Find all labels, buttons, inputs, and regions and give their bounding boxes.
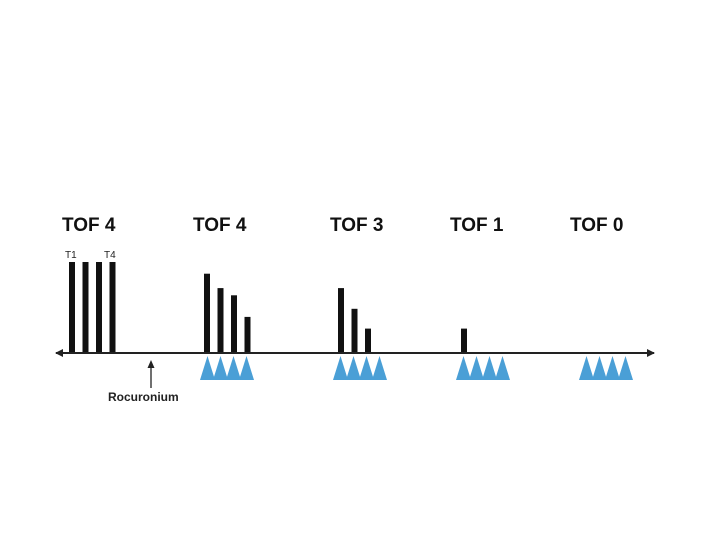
stimulus-triangle-icon (346, 356, 361, 380)
stimulus-triangle-icon (372, 356, 387, 380)
twitch-bar-1-2 (82, 262, 89, 352)
arrow-up-icon (147, 360, 155, 368)
twitch-bar-2-4 (244, 316, 251, 352)
stimulus-triangle-icon (495, 356, 510, 380)
twitch-bar-3-1 (338, 288, 344, 352)
stimulus-triangle-icon (226, 356, 241, 380)
axis-left-end-icon (55, 349, 63, 357)
stimulus-triangle-icon (213, 356, 228, 380)
axis-right-end-icon (647, 349, 655, 357)
group-label-4: TOF 1 (450, 215, 504, 236)
group-label-3: TOF 3 (330, 215, 384, 236)
group-label-1: TOF 4 (62, 215, 116, 236)
stimulus-triangle-icon (333, 356, 348, 380)
drug-label: Rocuronium (108, 390, 179, 404)
stimulus-triangle-icon (592, 356, 607, 380)
twitch-bar-4-1 (461, 328, 467, 352)
twitch-bar-1-1 (69, 262, 75, 352)
twitch-bar-1-3 (96, 262, 102, 352)
twitch-label-first: T1 (65, 250, 77, 261)
twitch-bars (69, 262, 467, 352)
stimulus-triangle-icon (482, 356, 497, 380)
group-label-2: TOF 4 (193, 215, 247, 236)
stimulus-markers (200, 356, 633, 380)
stimulus-triangle-icon (359, 356, 374, 380)
twitch-label-last: T4 (104, 250, 116, 261)
twitch-bar-3-3 (365, 328, 371, 352)
twitch-bar-1-4 (109, 262, 116, 352)
group-label-5: TOF 0 (570, 215, 624, 236)
twitch-bar-3-2 (351, 308, 358, 352)
stimulus-triangle-icon (618, 356, 633, 380)
stimulus-triangle-icon (579, 356, 594, 380)
stimulus-triangle-icon (456, 356, 471, 380)
twitch-bar-2-2 (217, 288, 224, 352)
twitch-bar-2-3 (231, 295, 237, 352)
stimulus-triangle-icon (239, 356, 254, 380)
stimulus-triangle-icon (605, 356, 620, 380)
twitch-bar-2-1 (204, 273, 210, 352)
stimulus-triangle-icon (200, 356, 215, 380)
stimulus-triangle-icon (469, 356, 484, 380)
